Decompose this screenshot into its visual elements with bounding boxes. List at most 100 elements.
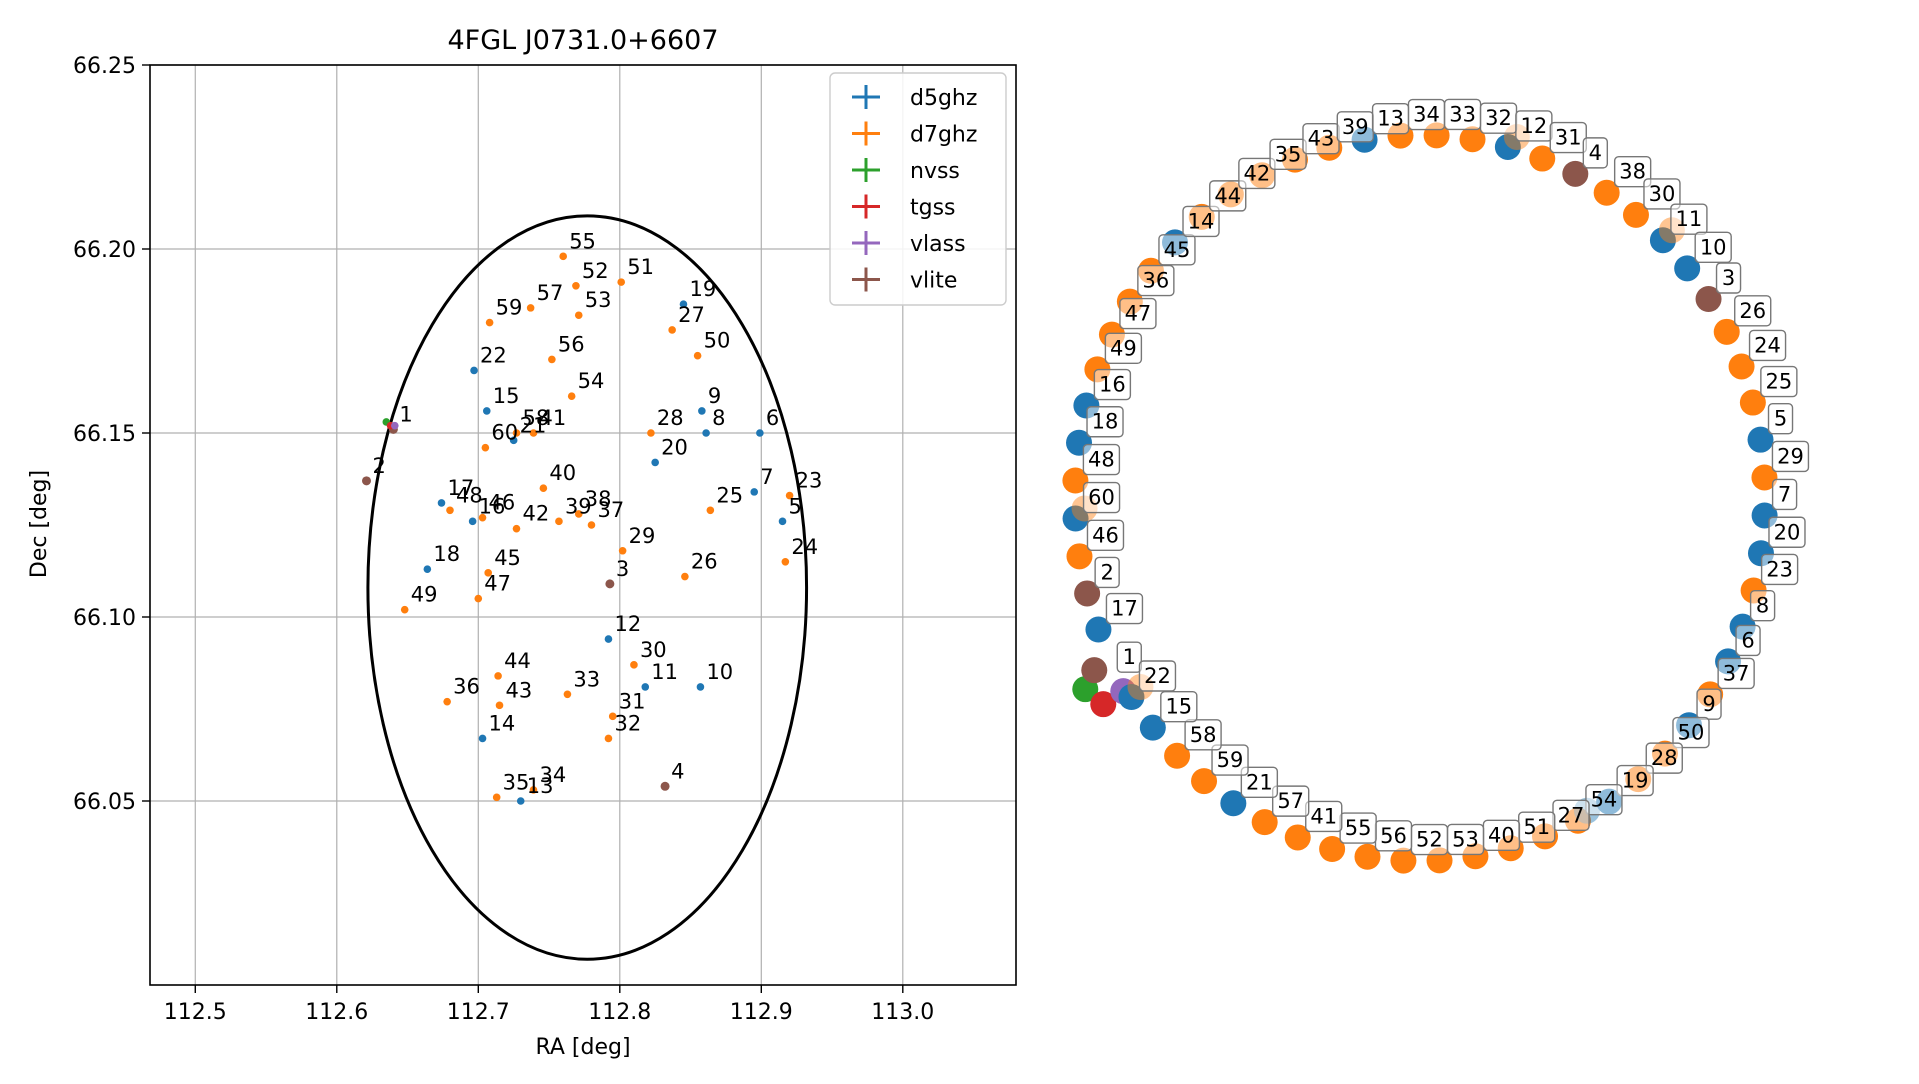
ring-label-29: 29	[1771, 440, 1810, 473]
source-point-d5ghz	[437, 499, 446, 507]
ring-label-39: 39	[1336, 111, 1374, 143]
ring-label-box	[1240, 766, 1279, 798]
source-point-d5ghz	[696, 683, 705, 691]
legend-box	[829, 72, 1007, 306]
ring-label-text: 31	[1555, 126, 1582, 150]
source-label: 4	[671, 759, 684, 783]
source-label: 21	[520, 413, 547, 437]
ring-label-text: 21	[1246, 770, 1273, 794]
ring-label-text: 18	[1092, 410, 1119, 434]
ring-label-box	[1694, 231, 1732, 264]
source-point-d7ghz	[574, 510, 583, 518]
source-point-d7ghz	[706, 506, 715, 515]
ring-marker-vlite	[1562, 160, 1589, 187]
source-point-d7ghz	[618, 546, 627, 555]
ring-marker-tgss	[1090, 691, 1117, 718]
source-point-d7ghz	[587, 521, 596, 529]
ring-label-text: 43	[1308, 127, 1335, 151]
source-point-d7ghz	[630, 661, 638, 669]
ring-label-text: 29	[1777, 444, 1804, 468]
source-label: 30	[640, 638, 667, 662]
source-label: 49	[411, 583, 438, 607]
legend-label: vlass	[910, 232, 966, 257]
source-label: 57	[537, 281, 564, 305]
source-label: 16	[479, 494, 506, 518]
ring-label-text: 45	[1164, 238, 1191, 262]
ring-label-box	[1582, 137, 1609, 169]
ring-label-box	[1767, 402, 1794, 435]
source-label: 15	[493, 384, 520, 408]
source-label: 46	[489, 491, 516, 515]
ring-label-text: 40	[1488, 823, 1515, 847]
ring-label-box	[1093, 368, 1132, 401]
source-label: 7	[760, 465, 773, 489]
source-point-d7ghz	[512, 524, 521, 533]
ring-label-43: 43	[1302, 122, 1340, 155]
source-label: 10	[706, 660, 733, 684]
ring-label-36: 36	[1137, 264, 1175, 297]
source-point-d7ghz	[693, 351, 702, 360]
ring-label-box	[1094, 556, 1120, 589]
source-label: 3	[616, 557, 629, 581]
x-tick-label: 112.5	[164, 1000, 227, 1025]
ring-label-text: 14	[1188, 209, 1215, 233]
y-tick-label: 66.25	[73, 54, 136, 79]
ring-label-14: 14	[1182, 205, 1220, 238]
source-point-d7ghz	[574, 311, 583, 320]
ring-label-text: 3	[1722, 266, 1735, 290]
source-label: 19	[689, 277, 716, 301]
ring-label-box	[1760, 553, 1799, 586]
ring-label-8: 8	[1749, 589, 1776, 622]
ring-label-box	[1760, 365, 1798, 398]
y-tick-label: 66.20	[73, 238, 136, 263]
source-label: 55	[569, 229, 596, 253]
ring-label-text: 30	[1649, 182, 1676, 206]
source-label: 9	[708, 384, 721, 408]
source-label: 44	[504, 649, 531, 673]
source-label: 59	[496, 296, 523, 320]
ring-label-49: 49	[1104, 332, 1143, 365]
source-point-d7ghz	[785, 491, 794, 500]
ring-label-44: 44	[1209, 180, 1247, 212]
source-label: 51	[627, 255, 654, 279]
ring-label-48: 48	[1082, 443, 1121, 476]
ring-marker-d7ghz	[1390, 847, 1417, 874]
source-label: 56	[558, 332, 585, 356]
ring-label-11: 11	[1670, 203, 1708, 235]
source-point-d5ghz	[470, 366, 478, 375]
ring-marker-d7ghz	[1459, 126, 1486, 153]
source-label: 22	[480, 343, 507, 367]
ring-label-30: 30	[1643, 178, 1681, 210]
ring-marker-d7ghz	[1622, 201, 1649, 228]
ring-label-text: 26	[1739, 299, 1766, 323]
source-label: 32	[614, 711, 641, 735]
source-point-d5ghz	[756, 429, 764, 437]
ring-marker-d5ghz	[1674, 255, 1701, 282]
ring-label-15: 15	[1160, 690, 1198, 723]
ring-label-text: 41	[1310, 804, 1337, 828]
source-label: 48	[456, 483, 483, 507]
source-label: 38	[585, 487, 612, 511]
source-point-d7ghz	[668, 326, 676, 334]
ring-label-text: 60	[1088, 486, 1115, 510]
source-label: 20	[661, 435, 688, 459]
ring-label-text: 59	[1217, 748, 1244, 772]
source-point-d7ghz	[478, 513, 487, 522]
ring-label-box	[1771, 440, 1810, 473]
ring-label-text: 56	[1380, 824, 1407, 848]
ring-label-box	[1104, 332, 1143, 365]
ring-label-17: 17	[1105, 592, 1144, 625]
source-label: 37	[597, 498, 624, 522]
ring-label-box	[1209, 180, 1247, 212]
x-tick-label: 112.6	[305, 1000, 368, 1025]
ring-label-52: 52	[1410, 823, 1449, 856]
ring-label-text: 44	[1214, 184, 1241, 208]
ring-marker-d7ghz	[1066, 543, 1093, 570]
ring-label-text: 54	[1591, 788, 1618, 812]
ring-label-text: 47	[1125, 302, 1152, 326]
ring-label-54: 54	[1585, 784, 1623, 816]
source-label: 12	[614, 612, 641, 636]
ring-label-text: 48	[1088, 448, 1115, 472]
ring-label-4: 4	[1582, 137, 1609, 169]
